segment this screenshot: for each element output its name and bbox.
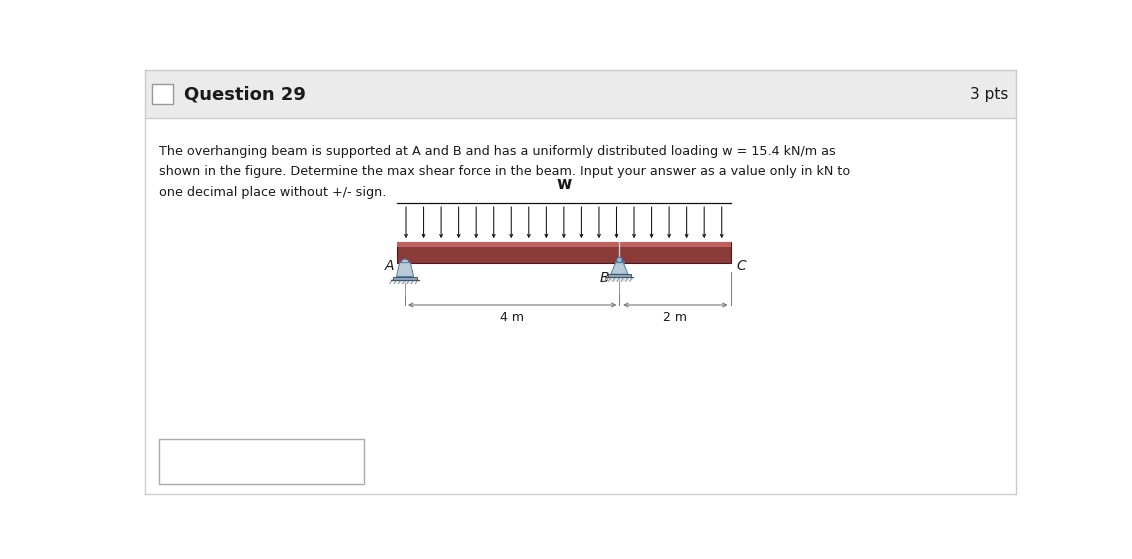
Text: The overhanging beam is supported at A and B and has a uniformly distributed loa: The overhanging beam is supported at A a… (158, 145, 835, 158)
Bar (145, 70, 1015, 118)
Text: 3 pts: 3 pts (970, 87, 1007, 102)
Bar (397, 242, 730, 263)
Circle shape (617, 257, 623, 263)
Text: 2 m: 2 m (663, 311, 687, 324)
Bar (608, 274, 631, 277)
Text: one decimal place without +/- sign.: one decimal place without +/- sign. (158, 186, 386, 199)
Ellipse shape (391, 278, 420, 284)
Ellipse shape (604, 276, 634, 281)
Text: C: C (737, 259, 746, 273)
Bar (615, 260, 624, 263)
Text: shown in the figure. Determine the max shear force in the beam. Input your answe: shown in the figure. Determine the max s… (158, 165, 850, 178)
Text: A: A (385, 259, 394, 273)
Text: B: B (600, 271, 609, 285)
Text: 4 m: 4 m (500, 311, 524, 324)
Bar (153, 84, 172, 104)
Polygon shape (396, 263, 413, 277)
Bar (394, 277, 417, 280)
Bar (158, 439, 363, 484)
Polygon shape (611, 263, 628, 274)
Text: w: w (556, 176, 572, 193)
Ellipse shape (401, 259, 409, 266)
Bar (397, 242, 730, 247)
Text: Question 29: Question 29 (185, 85, 306, 103)
